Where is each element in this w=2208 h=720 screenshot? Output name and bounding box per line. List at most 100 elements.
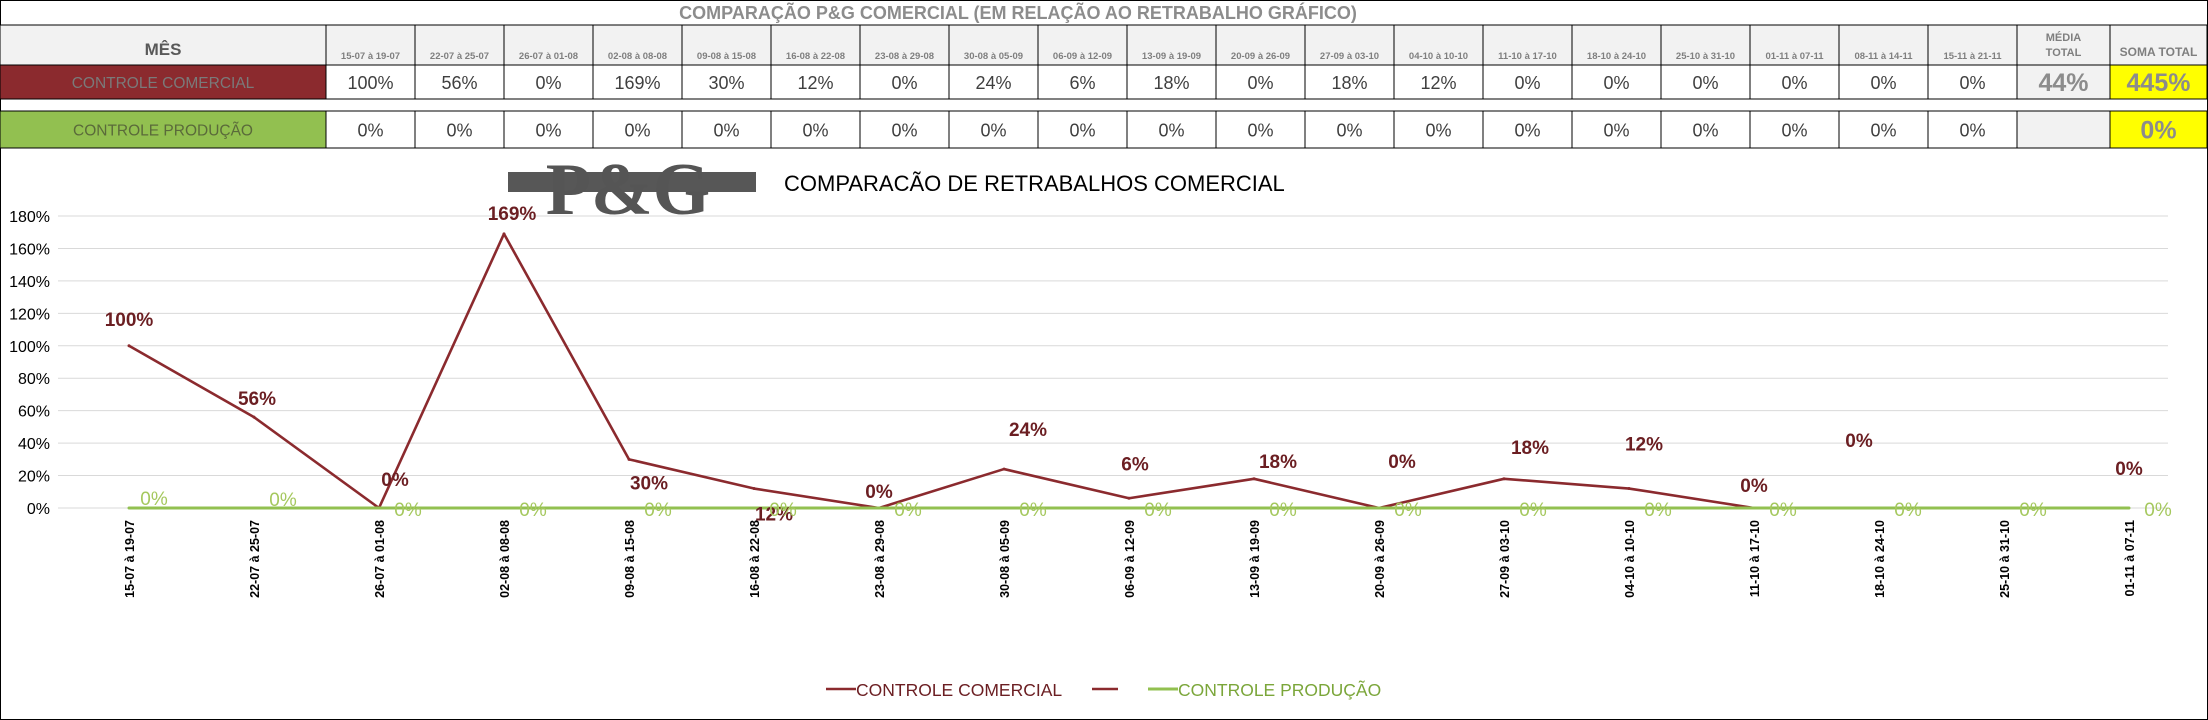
value-cell-text: 12% (797, 73, 833, 93)
value-cell-text: 100% (347, 73, 393, 93)
value-cell-text: 0% (535, 121, 561, 141)
x-tick-label: 20-09 à 26-09 (1373, 520, 1387, 598)
value-cell-text: 0% (1603, 121, 1629, 141)
media-cell-comercial (2016, 64, 2111, 100)
period-header-label: 18-10 à 24-10 (1587, 51, 1646, 62)
y-tick-label: 160% (9, 241, 50, 258)
value-cell-text: 0% (1781, 73, 1807, 93)
period-header-label: 30-08 à 05-09 (964, 51, 1023, 62)
value-cell-text: 0% (802, 121, 828, 141)
y-tick-label: 80% (18, 371, 50, 388)
data-label-producao: 0% (1394, 500, 1422, 521)
data-label-comercial: 18% (1511, 438, 1549, 459)
value-cell-text: 0% (535, 73, 561, 93)
value-cell (1749, 110, 1840, 149)
data-label-comercial: 56% (238, 389, 276, 410)
series-line-comercial (128, 232, 1755, 510)
data-point-comercial (502, 232, 506, 236)
data-point-comercial (1127, 496, 1131, 500)
value-cell (1749, 64, 1840, 100)
value-cell (681, 110, 772, 149)
value-cell-text: 0% (1514, 73, 1540, 93)
row-label-cell-comercial (0, 64, 327, 100)
data-label-producao: 0% (519, 500, 547, 521)
data-label-producao: 0% (2019, 500, 2047, 521)
period-header-label: 22-07 à 25-07 (430, 51, 489, 62)
period-header-cell (592, 24, 683, 66)
value-cell-text: 56% (441, 73, 477, 93)
period-header-label: 01-11 à 07-11 (1765, 51, 1824, 62)
value-cell-text: 0% (1870, 121, 1896, 141)
data-point-producao (2002, 506, 2006, 510)
summary-table: MÊS 15-07 à 19-07 22-07 à 25-07 26-07 à 01-… (0, 24, 2208, 149)
period-header-cell (325, 24, 416, 66)
data-label-comercial: 0% (1845, 431, 1873, 452)
value-cell (1482, 110, 1573, 149)
period-header-label: 08-11 à 14-11 (1854, 51, 1913, 62)
table-title: COMPARAÇÃO P&G COMERCIAL (EM RELAÇÃO AO … (679, 2, 1357, 23)
soma-value-producao: 0% (2140, 117, 2176, 145)
data-point-producao (1252, 506, 1256, 510)
data-label-producao: 0% (1519, 500, 1547, 521)
value-cell (859, 110, 950, 149)
value-cell-text: 0% (1781, 121, 1807, 141)
value-cell (1304, 110, 1395, 149)
soma-cell-producao (2109, 110, 2208, 149)
y-tick-label: 20% (18, 469, 50, 486)
period-header-cell (1037, 24, 1128, 66)
data-label-producao: 0% (269, 490, 297, 511)
period-header-label: 02-08 à 08-08 (608, 51, 667, 62)
period-header-cell (1927, 24, 2018, 66)
data-point-producao (1877, 506, 1881, 510)
data-label-producao: 0% (644, 500, 672, 521)
soma-value-comercial: 445% (2127, 69, 2191, 97)
value-cell (1838, 64, 1929, 100)
value-cell-text: 0% (713, 121, 739, 141)
data-label-producao: 0% (894, 500, 922, 521)
value-cell-text: 0% (624, 121, 650, 141)
data-label-comercial: 12% (755, 505, 793, 526)
value-cell-text: 0% (1870, 73, 1896, 93)
data-label-comercial: 24% (1009, 420, 1047, 441)
data-label-producao: 0% (1894, 500, 1922, 521)
data-label-producao: 0% (140, 489, 168, 510)
x-tick-label: 01-11 à 07-11 (2123, 520, 2137, 597)
data-point-comercial (1002, 467, 1006, 471)
value-cell (1126, 110, 1217, 149)
value-cell (1037, 110, 1128, 149)
pg-logo: P&G (508, 149, 756, 231)
value-cell (1037, 64, 1128, 100)
value-cell-text: 0% (1069, 121, 1095, 141)
data-label-producao: 0% (769, 500, 797, 521)
value-cell-text: 0% (1959, 73, 1985, 93)
data-point-producao (127, 506, 131, 510)
period-header-cell (770, 24, 861, 66)
x-tick-label: 23-08 à 29-08 (873, 520, 887, 598)
value-cell-text: 30% (708, 73, 744, 93)
data-point-producao (1377, 506, 1381, 510)
x-tick-label: 02-08 à 08-08 (498, 520, 512, 598)
value-cell-text: 18% (1331, 73, 1367, 93)
x-tick-label: 13-09 à 19-09 (1248, 520, 1262, 598)
data-label-producao: 0% (1144, 500, 1172, 521)
x-tick-label: 22-07 à 25-07 (248, 520, 262, 598)
period-header-cell (681, 24, 772, 66)
data-label-comercial: 18% (1259, 452, 1297, 473)
value-cell (859, 64, 950, 100)
value-cell (325, 110, 416, 149)
data-point-producao (1627, 506, 1631, 510)
row-label-cell-producao (0, 110, 327, 149)
period-header-cell (503, 24, 594, 66)
x-tick-label: 15-07 à 19-07 (123, 520, 137, 598)
y-tick-label: 180% (9, 209, 50, 226)
soma-header-cell (2109, 24, 2208, 66)
x-tick-label: 16-08 à 22-08 (748, 520, 762, 598)
period-header-cell (1304, 24, 1395, 66)
soma-cell-comercial (2109, 64, 2208, 100)
data-point-producao (877, 506, 881, 510)
value-cell (414, 64, 505, 100)
chart-legend: CONTROLE COMERCIAL CONTROLE PRODUÇÃO (826, 679, 1381, 700)
value-cell-text: 0% (980, 121, 1006, 141)
